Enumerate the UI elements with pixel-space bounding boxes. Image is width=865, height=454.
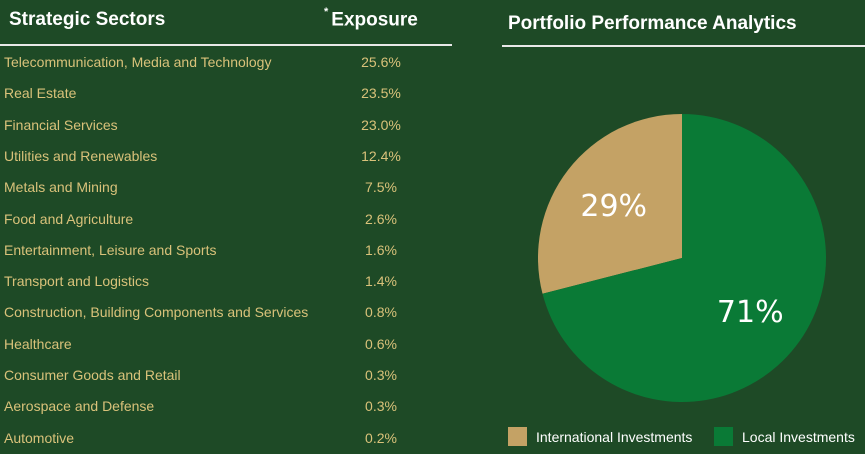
sector-name: Metals and Mining: [4, 179, 118, 196]
sector-name: Real Estate: [4, 85, 77, 102]
sector-row: Utilities and Renewables 12.4%: [0, 141, 452, 172]
pie-slice-local: [542, 114, 826, 402]
sector-exposure-value: 2.6%: [365, 210, 397, 227]
sector-row: Transport and Logistics 1.4%: [0, 266, 452, 297]
sector-row: Automotive 0.2%: [0, 423, 452, 454]
portfolio-performance-panel: Portfolio Performance Analytics 29% 71% I…: [502, 0, 865, 447]
sector-exposure-value: 0.8%: [365, 304, 397, 321]
pie-data-label: 29%: [580, 189, 647, 224]
pie-slice-international: [538, 114, 682, 294]
sector-name: Food and Agriculture: [4, 210, 134, 227]
sector-row: Metals and Mining 7.5%: [0, 172, 452, 203]
sector-exposure-value: 0.2%: [365, 429, 397, 446]
sector-row: Financial Services 23.0%: [0, 110, 452, 141]
sector-name: Transport and Logistics: [4, 273, 149, 290]
sector-exposure-value: 23.0%: [361, 116, 401, 133]
sector-name: Construction, Building Components and Se…: [4, 304, 309, 321]
sector-exposure-value: 25.6%: [361, 54, 401, 70]
sector-row: Construction, Building Components and Se…: [0, 297, 452, 328]
sector-exposure-value: 12.4%: [361, 147, 401, 164]
sector-exposure-value: 1.6%: [365, 241, 397, 258]
sector-name: Utilities and Renewables: [4, 147, 158, 164]
sector-exposure-value: 23.5%: [361, 85, 401, 102]
chart-title: Portfolio Performance Analytics: [508, 13, 797, 34]
sector-exposure-value: 1.4%: [365, 273, 397, 290]
sector-exposure-value: 7.5%: [365, 179, 397, 196]
sector-row: Healthcare 0.6%: [0, 329, 452, 360]
sector-name: Telecommunication, Media and Technology: [4, 54, 272, 70]
sector-row: Consumer Goods and Retail 0.3%: [0, 360, 452, 391]
legend-swatch: [508, 427, 527, 446]
sector-row: Food and Agriculture 2.6%: [0, 204, 452, 235]
sector-exposure-value: 0.3%: [365, 367, 397, 383]
sector-name: Consumer Goods and Retail: [4, 367, 181, 383]
pie-data-label: 71%: [717, 295, 784, 330]
sector-row: Telecommunication, Media and Technology 2…: [0, 47, 452, 78]
sector-name: Automotive: [4, 429, 75, 446]
strategic-sectors-panel: Strategic Sectors * Exposure Telecommunic…: [0, 0, 452, 446]
chart-legend: International Investments Local Investmen…: [502, 426, 865, 446]
exposure-column-header: * Exposure: [324, 6, 418, 31]
exposure-footnote-marker: *: [324, 6, 329, 18]
pie-chart: 29% 71%: [538, 114, 826, 402]
sector-row: Real Estate 23.5%: [0, 78, 452, 109]
performance-header: Portfolio Performance Analytics: [502, 0, 865, 47]
exposure-label: Exposure: [331, 9, 418, 31]
legend-label: International Investments: [536, 429, 693, 445]
sector-name: Aerospace and Defense: [4, 398, 155, 415]
sectors-title: Strategic Sectors: [9, 9, 166, 30]
sector-row: Aerospace and Defense 0.3%: [0, 391, 452, 422]
legend-swatch: [714, 427, 733, 446]
sector-name: Financial Services: [4, 116, 118, 133]
sector-name: Healthcare: [4, 335, 72, 352]
legend-label: Local Investments: [742, 429, 855, 445]
sector-exposure-value: 0.3%: [365, 398, 397, 415]
sector-name: Entertainment, Leisure and Sports: [4, 241, 217, 258]
sectors-header: Strategic Sectors * Exposure: [0, 0, 452, 46]
sector-row: Entertainment, Leisure and Sports 1.6%: [0, 235, 452, 266]
sector-exposure-value: 0.6%: [365, 335, 397, 352]
